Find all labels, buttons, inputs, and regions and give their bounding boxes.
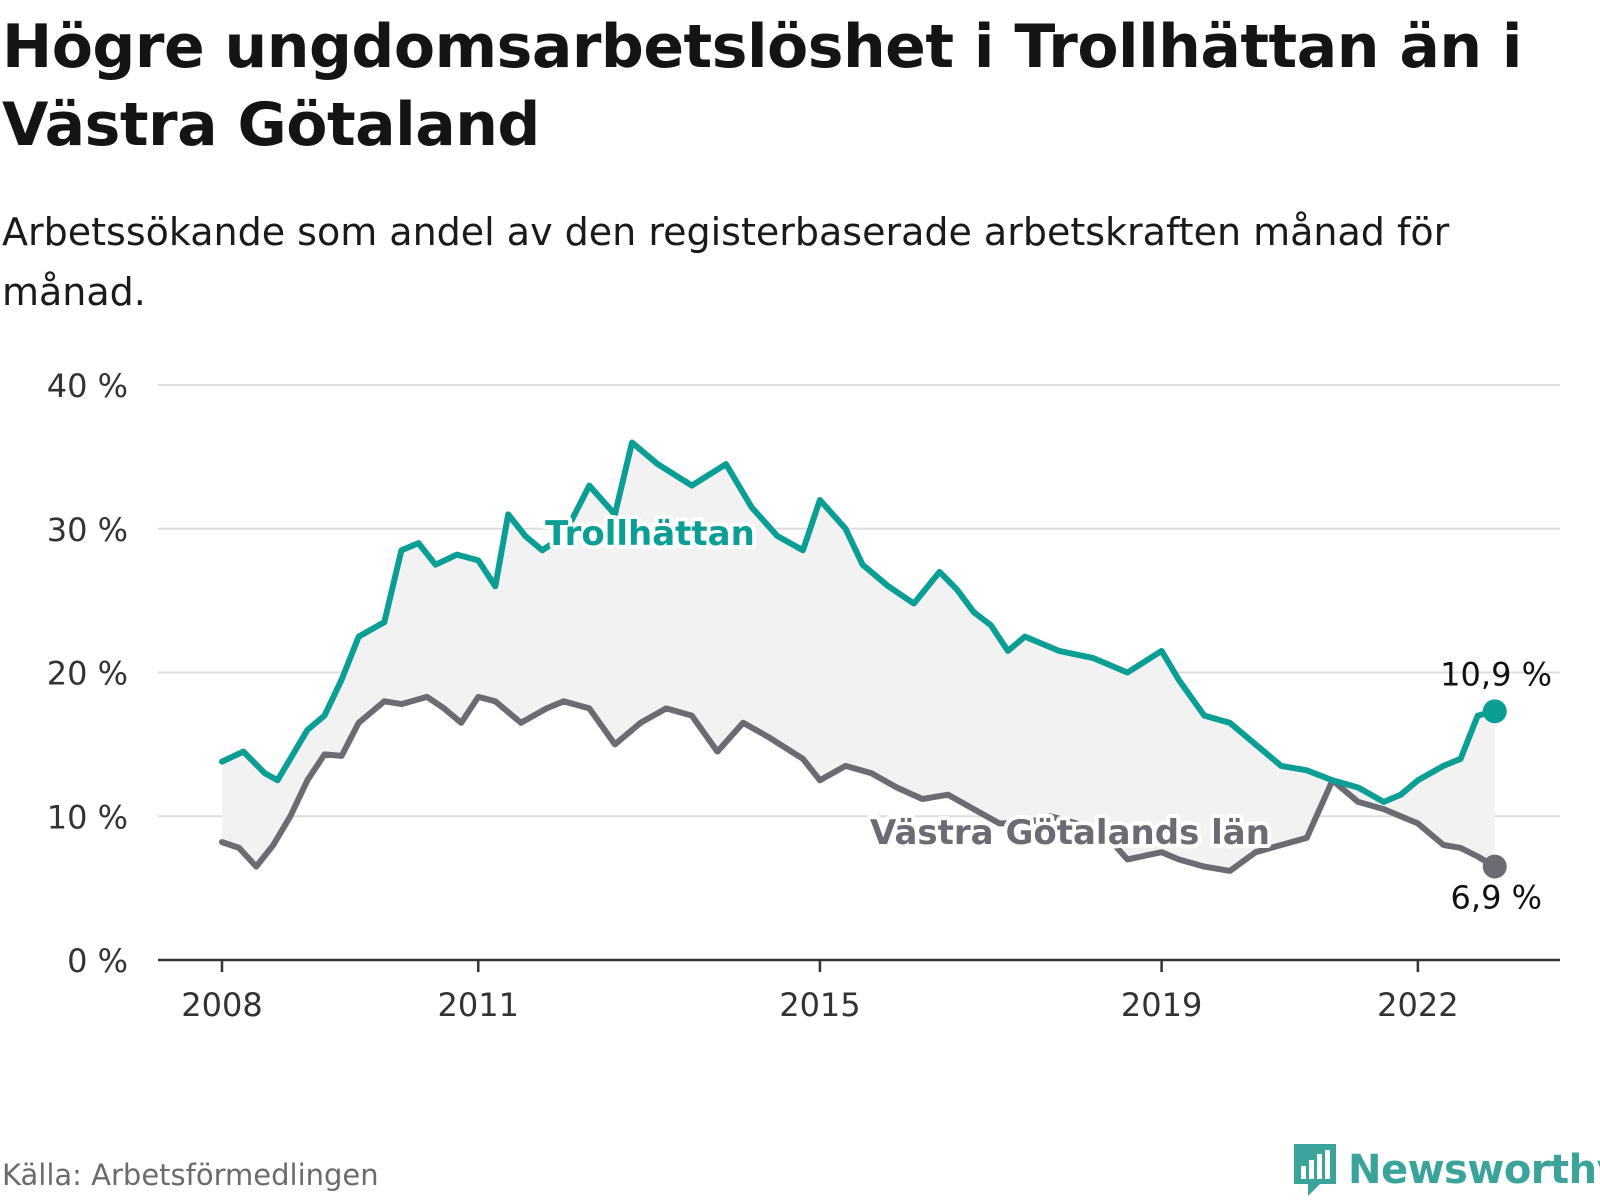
y-axis-labels: 0 % 10 % 20 % 30 % 40 % — [47, 367, 128, 980]
end-label-vastra-gotaland: 6,9 % — [1451, 879, 1542, 917]
range-band — [222, 442, 1495, 871]
x-tick-label: 2015 — [779, 986, 860, 1024]
brand-logo: Newsworthy — [1290, 1140, 1600, 1200]
series-label-trollhattan: Trollhättan — [545, 514, 755, 554]
brand-name: Newsworthy — [1348, 1147, 1600, 1193]
series-line-trollhattan — [219, 439, 1498, 805]
annotations: Trollhättan Västra Götalands län 10,9 % 6,9… — [541, 510, 1552, 917]
y-tick-label: 30 % — [47, 511, 128, 549]
line-chart: 0 % 10 % 20 % 30 % 40 % 2008 2011 2015 2019 2022… — [47, 367, 1560, 1024]
end-label-trollhattan: 10,9 % — [1440, 655, 1552, 693]
x-tick-label: 2022 — [1377, 986, 1458, 1024]
series-lines — [219, 439, 1507, 879]
x-tick-label: 2008 — [181, 986, 262, 1024]
endpoint-vastra-gotaland — [1482, 854, 1507, 879]
series-line-vastra-gotaland — [219, 693, 1498, 874]
x-axis — [158, 958, 1560, 972]
y-tick-label: 20 % — [47, 655, 128, 693]
x-tick-label: 2011 — [438, 986, 519, 1024]
endpoint-trollhattan — [1482, 699, 1507, 724]
x-tick-label: 2019 — [1121, 986, 1202, 1024]
series-label-vastra-gotaland: Västra Götalands län — [870, 813, 1270, 853]
y-tick-label: 10 % — [47, 798, 128, 836]
chart-subtitle: Arbetssökande som andel av den registerb… — [2, 210, 1450, 314]
source-note: Källa: Arbetsförmedlingen — [2, 1158, 379, 1192]
x-axis-labels: 2008 2011 2015 2019 2022 — [181, 986, 1458, 1024]
y-tick-label: 40 % — [47, 367, 128, 405]
chart-title: Högre ungdomsarbetslöshet i Trollhättan … — [2, 12, 1522, 160]
y-tick-label: 0 % — [67, 942, 128, 980]
newsworthy-logo-icon — [1294, 1144, 1336, 1196]
